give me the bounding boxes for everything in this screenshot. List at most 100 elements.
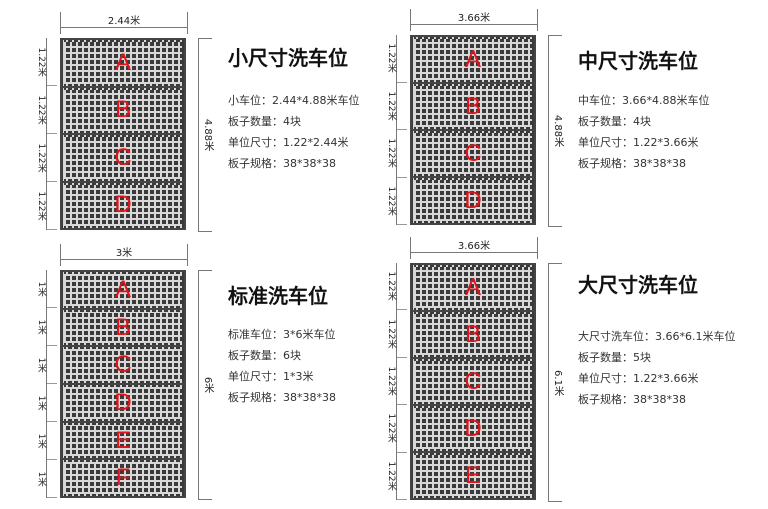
dimension-line xyxy=(61,259,187,260)
slab-dimension: 1米 xyxy=(36,460,57,498)
slab-size-label: 1.22米 xyxy=(386,138,396,168)
slab-dimension: 1.22米 xyxy=(36,134,57,182)
spec-list: 中车位：3.66*4.88米车位 板子数量：4块 单位尺寸：1.22*3.66米 板子… xyxy=(578,90,709,174)
grating-slab: B xyxy=(62,87,184,133)
slab-dimension: 1米 xyxy=(36,422,57,460)
spec-line: 单位尺寸：1.22*3.66米 xyxy=(578,372,699,385)
spec-line: 板子规格：38*38*38 xyxy=(228,391,336,404)
slab-dimension: 1.22米 xyxy=(386,178,407,225)
height-label: 4.88米 xyxy=(202,118,213,152)
spec-line: 板子数量：4块 xyxy=(228,115,301,128)
height-label: 6米 xyxy=(202,376,213,394)
grating-pattern xyxy=(414,408,532,449)
spec-list: 标准车位：3*6米车位 板子数量：6块 单位尺寸：1*3米板子规格：38*38*38 xyxy=(228,324,336,408)
grating-pattern xyxy=(414,267,532,308)
width-dimension: 3.66米 xyxy=(410,237,538,259)
height-dimension: 4.88米 xyxy=(198,38,213,232)
slab-dimension: 1.22米 xyxy=(36,38,57,86)
width-dimension: 3米 xyxy=(60,244,188,266)
slab-letter: C xyxy=(464,367,482,395)
grating-pattern xyxy=(64,387,182,419)
grating-slab: B xyxy=(62,309,184,346)
grating-pattern xyxy=(414,133,532,174)
slab-dimension: 1米 xyxy=(36,308,57,346)
slab-letter: A xyxy=(464,45,481,73)
dimension-line xyxy=(198,271,199,499)
grating-pattern xyxy=(64,42,182,84)
spec-line: 中车位：3.66*4.88米车位 xyxy=(578,94,710,107)
width-label: 3.66米 xyxy=(457,241,491,252)
grating-pattern xyxy=(64,349,182,382)
grating-pattern xyxy=(64,462,182,495)
slab-letter: B xyxy=(464,92,481,120)
dimension-line xyxy=(411,24,537,25)
grating-slab: C xyxy=(412,359,534,404)
grating-slab: B xyxy=(412,84,534,129)
spec-line: 大尺寸洗车位：3.66*6.1米车位 xyxy=(578,330,736,343)
slab-letter: B xyxy=(114,96,131,124)
slab-letter: C xyxy=(464,139,482,167)
spec-line: 单位尺寸：1.22*3.66米 xyxy=(578,136,699,149)
slab-letter: F xyxy=(115,464,131,492)
slab-letter: B xyxy=(114,313,131,341)
slab-dimension: 1米 xyxy=(36,346,57,384)
grating-slab: A xyxy=(62,272,184,308)
grating-pattern xyxy=(414,39,532,80)
slab-size-label: 1.22米 xyxy=(36,46,46,77)
slab-size-label: 1.22米 xyxy=(386,271,396,301)
slab-size-label: 1米 xyxy=(36,319,46,334)
spec-line: 标准车位：3*6米车位 xyxy=(228,328,336,341)
grating-pattern xyxy=(414,180,532,221)
slab-letter: E xyxy=(114,426,131,454)
slab-size-label: 1米 xyxy=(36,433,46,448)
height-label: 6.1米 xyxy=(552,369,563,396)
slab-size-label: 1.22米 xyxy=(36,142,46,173)
slab-letter: B xyxy=(464,320,481,348)
spec-line: 板子数量：5块 xyxy=(578,351,651,364)
slab-size-label: 1米 xyxy=(36,471,46,486)
spec-line: 单位尺寸：1*3米 xyxy=(228,370,314,383)
width-dimension: 3.66米 xyxy=(410,9,538,31)
spec-line: 板子数量：6块 xyxy=(228,349,301,362)
slab-dimension: 1米 xyxy=(36,384,57,422)
slab-dimension: 1米 xyxy=(36,270,57,308)
slab-size-label: 1.22米 xyxy=(386,43,396,73)
grating-pattern xyxy=(64,311,182,344)
dimension-line xyxy=(411,252,537,253)
slab-dimension: 1.22米 xyxy=(386,263,407,311)
panel-title: 中尺寸洗车位 xyxy=(578,49,698,73)
grating-pattern xyxy=(64,89,182,131)
slab-letter: A xyxy=(114,275,131,303)
grating-pattern xyxy=(64,274,182,306)
grating-pattern xyxy=(414,455,532,496)
grating-slab: D xyxy=(412,406,534,451)
slab-letter: C xyxy=(114,351,132,379)
spec-line: 板子规格：38*38*38 xyxy=(578,393,686,406)
slab-letter: D xyxy=(464,186,482,214)
grating-slab: C xyxy=(412,131,534,176)
dimension-line xyxy=(198,39,199,231)
slab-dimension: 1.22米 xyxy=(386,83,407,130)
grating-slab: B xyxy=(412,312,534,357)
slab-letter: C xyxy=(114,143,132,171)
grating-pattern xyxy=(64,424,182,457)
grating-slab: A xyxy=(412,37,534,82)
grating-pattern xyxy=(64,184,182,226)
slab-size-label: 1.22米 xyxy=(386,461,396,491)
grating-pattern xyxy=(414,314,532,355)
width-label: 2.44米 xyxy=(107,16,141,27)
height-label: 4.88米 xyxy=(552,114,563,148)
grating-slab: C xyxy=(62,347,184,384)
slab-letter: D xyxy=(464,414,482,442)
spec-line: 板子数量：4块 xyxy=(578,115,651,128)
grating-pattern xyxy=(64,137,182,179)
slab-letter: A xyxy=(114,48,131,76)
slab-dimension: 1.22米 xyxy=(386,130,407,178)
slab-dimension: 1.22米 xyxy=(386,405,407,453)
slab-dimensions: 1米 1米 1米 1米 1米 1米 xyxy=(36,270,57,498)
height-dimension: 6.1米 xyxy=(548,263,563,502)
slab-size-label: 1.22米 xyxy=(386,319,396,349)
